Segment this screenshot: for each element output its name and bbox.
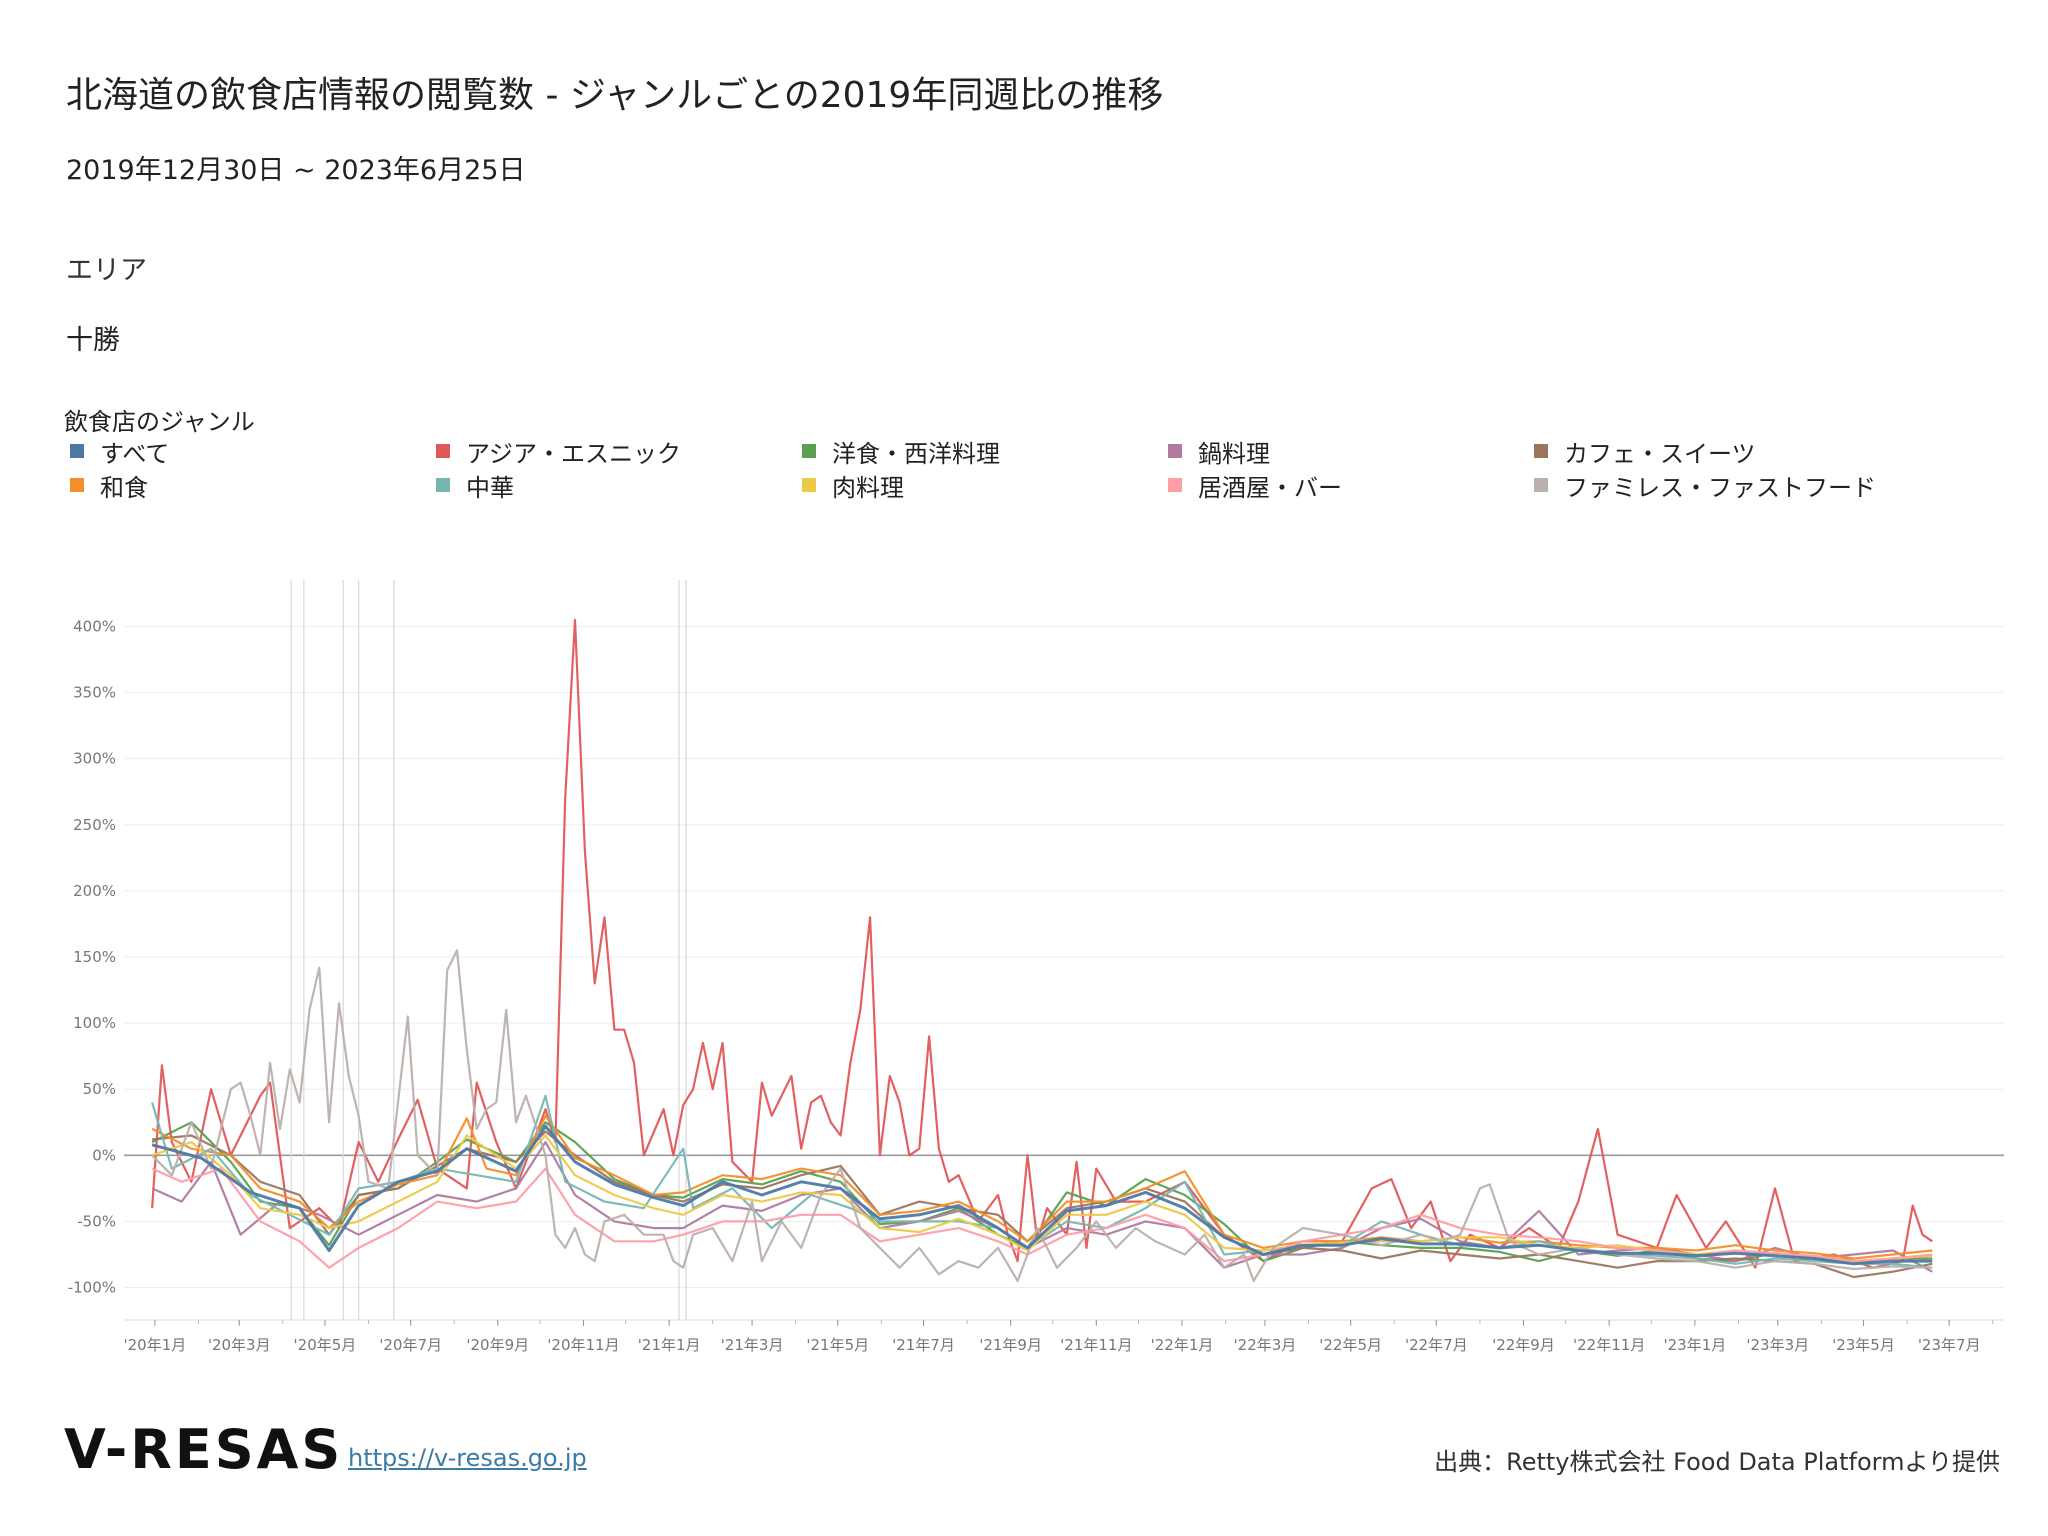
y-tick-label: 250% — [73, 816, 116, 834]
series-line-2[interactable] — [151, 1121, 1933, 1265]
legend-item-chinese[interactable]: 中華 — [436, 468, 514, 502]
x-tick-label: '20年1月 — [124, 1336, 187, 1354]
y-tick-label: -50% — [77, 1212, 116, 1230]
y-tick-label: 400% — [73, 617, 116, 635]
y-tick-label: 150% — [73, 948, 116, 966]
legend-item-family-fastfood[interactable]: ファミレス・ファストフード — [1534, 468, 1876, 502]
y-tick-label: -100% — [68, 1279, 116, 1297]
v-resas-logo: V-RESAS — [64, 1418, 344, 1481]
legend-label: 洋食・西洋料理 — [832, 439, 1000, 468]
legend-label: アジア・エスニック — [466, 439, 682, 468]
series-line-8[interactable] — [151, 1167, 1933, 1269]
legend-label: 肉料理 — [832, 473, 904, 502]
page-title: 北海道の飲食店情報の閲覧数 - ジャンルごとの2019年同週比の推移 — [66, 75, 1164, 116]
x-tick-label: '21年1月 — [638, 1336, 701, 1354]
legend-swatch — [1168, 478, 1182, 492]
legend-swatch — [436, 444, 450, 458]
legend: すべて アジア・エスニック 洋食・西洋料理 鍋料理 カフェ・スイーツ 和食 中華… — [70, 434, 1970, 504]
legend-swatch — [802, 478, 816, 492]
x-tick-label: '23年1月 — [1663, 1336, 1726, 1354]
grid-lines — [124, 625, 2004, 1289]
legend-label: すべて — [100, 439, 170, 468]
data-source: 出典：Retty株式会社 Food Data Platformより提供 — [1434, 1448, 2000, 1476]
v-resas-link[interactable]: https://v-resas.go.jp — [348, 1444, 587, 1472]
legend-item-asian-ethnic[interactable]: アジア・エスニック — [436, 434, 681, 468]
y-tick-label: 200% — [73, 882, 116, 900]
area-filter-value[interactable]: 十勝 — [66, 325, 120, 356]
legend-item-western[interactable]: 洋食・西洋料理 — [802, 434, 1000, 468]
legend-swatch — [1534, 478, 1548, 492]
x-tick-label: '22年7月 — [1405, 1336, 1468, 1354]
y-axis: -100% -50% 0% 50% 100% 150% 200% 250% 300% 350% 40… — [68, 617, 116, 1296]
series-line-7[interactable] — [151, 1134, 1933, 1263]
x-tick-label: '21年9月 — [979, 1336, 1042, 1354]
legend-label: 中華 — [466, 473, 514, 502]
x-tick-label: '20年11月 — [547, 1336, 619, 1354]
x-tick-label: '20年9月 — [466, 1336, 529, 1354]
legend-swatch — [70, 444, 84, 458]
x-tick-label: '21年11月 — [1060, 1336, 1132, 1354]
legend-swatch — [802, 444, 816, 458]
x-tick-label: '23年5月 — [1832, 1336, 1895, 1354]
y-tick-label: 100% — [73, 1014, 116, 1032]
legend-item-izakaya-bar[interactable]: 居酒屋・バー — [1168, 468, 1342, 502]
legend-swatch — [70, 478, 84, 492]
legend-item-cafe-sweets[interactable]: カフェ・スイーツ — [1534, 434, 1756, 468]
x-tick-label: '22年1月 — [1151, 1336, 1214, 1354]
x-tick-label: '21年7月 — [892, 1336, 955, 1354]
legend-item-hotpot[interactable]: 鍋料理 — [1168, 434, 1270, 468]
y-tick-label: 300% — [73, 750, 116, 768]
x-tick-label: '23年7月 — [1918, 1336, 1981, 1354]
series-line-9[interactable] — [151, 949, 1933, 1282]
y-tick-label: 0% — [92, 1146, 116, 1164]
legend-label: ファミレス・ファストフード — [1564, 473, 1876, 502]
x-tick-label: '22年9月 — [1492, 1336, 1555, 1354]
x-tick-label: '20年5月 — [294, 1336, 357, 1354]
x-tick-label: '21年3月 — [721, 1336, 784, 1354]
x-tick-label: '20年3月 — [208, 1336, 271, 1354]
legend-item-meat[interactable]: 肉料理 — [802, 468, 904, 502]
legend-title: 飲食店のジャンル — [64, 408, 255, 436]
series-line-1[interactable] — [151, 618, 1933, 1269]
x-tick-label: '20年7月 — [379, 1336, 442, 1354]
series-line-0[interactable] — [151, 1124, 1933, 1266]
legend-item-all[interactable]: すべて — [70, 434, 169, 468]
x-tick-label: '23年3月 — [1746, 1336, 1809, 1354]
series-lines[interactable] — [151, 618, 1933, 1282]
x-tick-label: '22年3月 — [1234, 1336, 1297, 1354]
line-chart[interactable]: -100% -50% 0% 50% 100% 150% 200% 250% 300% 350% 40… — [0, 580, 2048, 1360]
x-tick-label: '22年5月 — [1319, 1336, 1382, 1354]
legend-item-japanese[interactable]: 和食 — [70, 468, 148, 502]
legend-label: 鍋料理 — [1198, 439, 1270, 468]
x-axis: '20年1月 '20年3月 '20年5月 '20年7月 '20年9月 '20年11月 '21… — [124, 1319, 2004, 1354]
legend-swatch — [1168, 444, 1182, 458]
area-filter-label: エリア — [66, 255, 147, 286]
legend-swatch — [436, 478, 450, 492]
y-tick-label: 350% — [73, 684, 116, 702]
date-range: 2019年12月30日 ~ 2023年6月25日 — [66, 155, 526, 186]
legend-label: カフェ・スイーツ — [1564, 439, 1756, 468]
legend-swatch — [1534, 444, 1548, 458]
legend-label: 居酒屋・バー — [1198, 473, 1342, 502]
x-tick-label: '21年5月 — [806, 1336, 869, 1354]
y-tick-label: 50% — [83, 1080, 116, 1098]
x-tick-label: '22年11月 — [1573, 1336, 1645, 1354]
legend-label: 和食 — [100, 473, 148, 502]
series-line-6[interactable] — [151, 1094, 1933, 1269]
